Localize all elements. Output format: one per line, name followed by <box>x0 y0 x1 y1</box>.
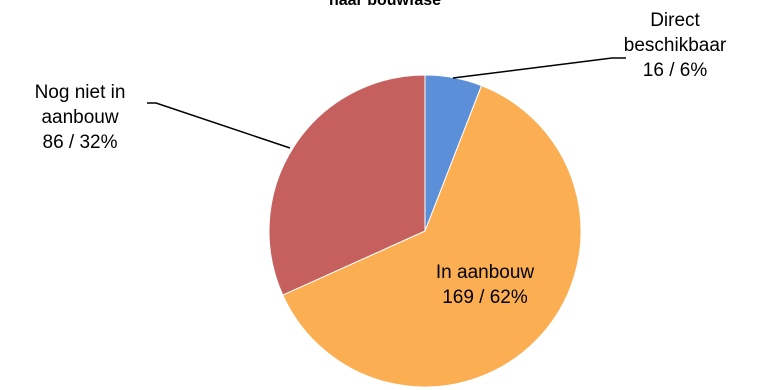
leader-line-nog-niet <box>147 102 291 149</box>
slice-label-in-aanbouw: In aanbouw 169 / 62% <box>385 260 585 310</box>
pie-slice-in-aanbouw <box>282 84 582 388</box>
leader-line-direct <box>452 57 626 79</box>
slice-label-line: Direct <box>650 10 700 31</box>
slice-label-line: Nog niet in <box>34 82 126 103</box>
pie-slice-nog-niet-in-aanbouw <box>268 74 426 296</box>
slice-label-line: beschikbaar <box>623 35 727 56</box>
slice-label-nog-niet: Nog niet in aanbouw 86 / 32% <box>5 80 155 155</box>
slice-label-line: 169 / 62% <box>442 287 528 308</box>
slice-label-direct: Direct beschikbaar 16 / 6% <box>600 8 750 83</box>
slice-label-line: 16 / 6% <box>642 60 708 81</box>
slice-label-line: 86 / 32% <box>42 132 118 153</box>
slice-label-line: In aanbouw <box>435 262 535 283</box>
slice-label-line: aanbouw <box>41 107 119 128</box>
chart-title: naar bouwfase <box>328 0 442 9</box>
